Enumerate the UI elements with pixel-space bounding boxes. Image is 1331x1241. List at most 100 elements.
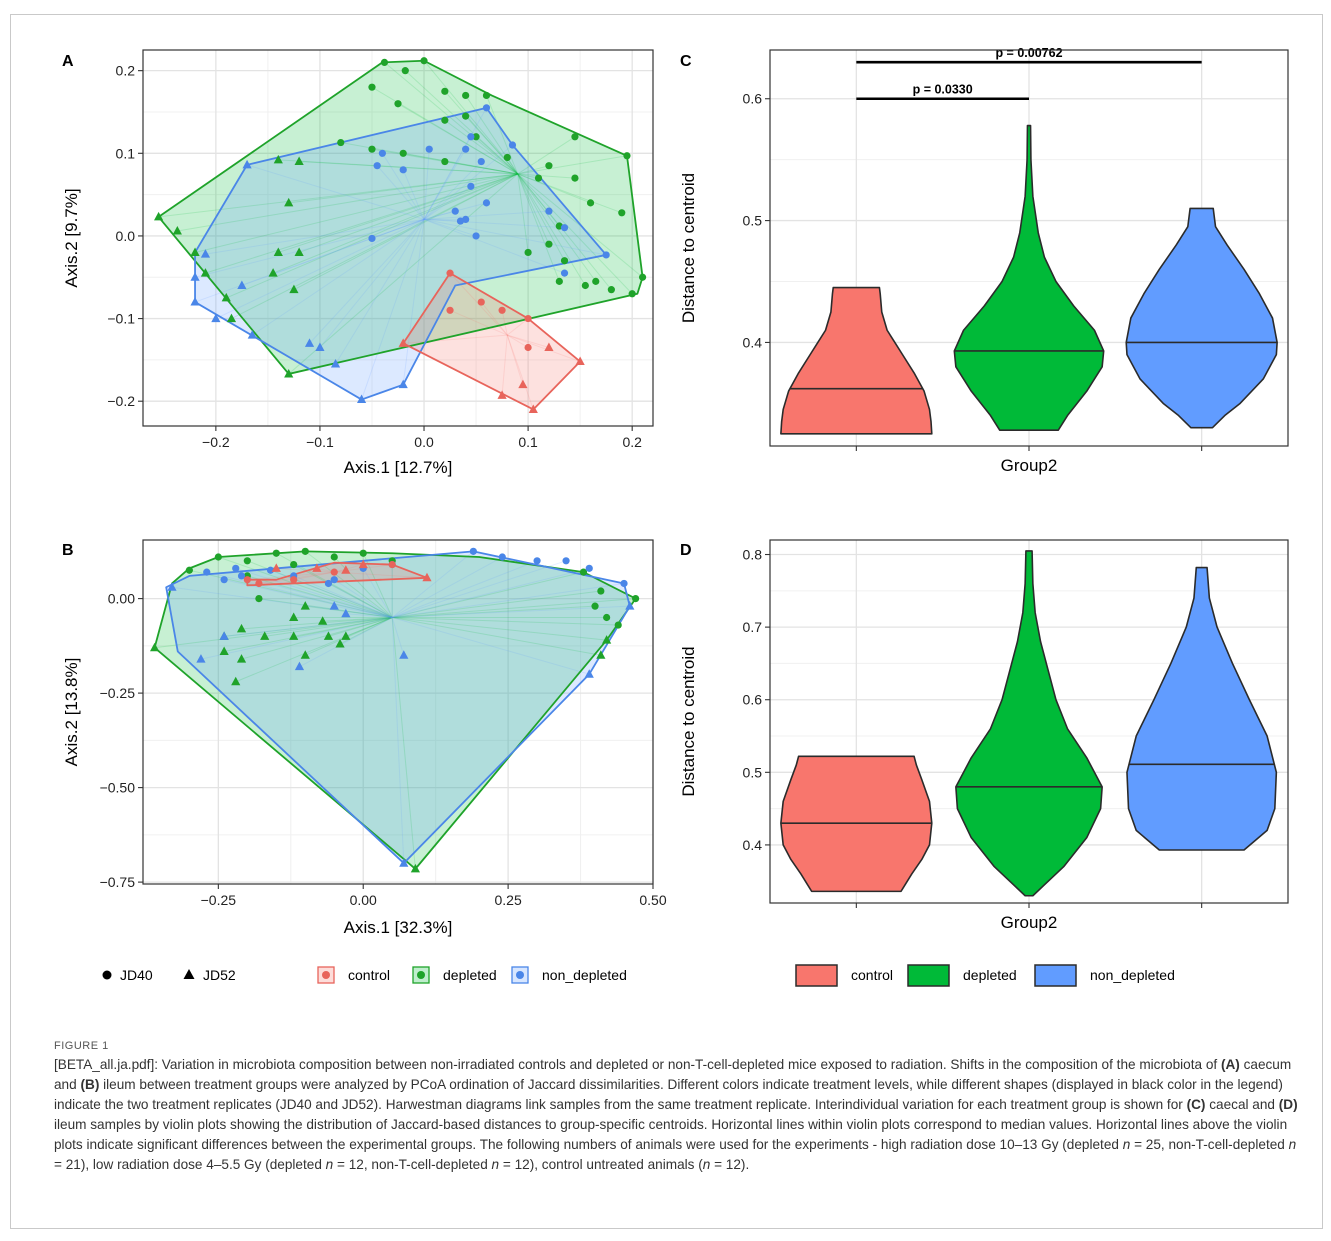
depleted-point-jd52 — [221, 292, 231, 302]
depleted-point-jd40 — [571, 133, 579, 141]
y-tick-label: 0.4 — [743, 334, 763, 350]
non_depleted-spider-line — [391, 617, 405, 864]
depleted-spider-line — [322, 616, 393, 622]
non_depleted-point-jd40 — [498, 553, 506, 561]
depleted-spider-line — [517, 173, 612, 290]
depleted-point-jd52 — [602, 635, 612, 644]
x-tick-label: −0.1 — [306, 434, 334, 450]
non_depleted-point-jd40 — [378, 149, 386, 157]
legend-label: non_depleted — [542, 967, 627, 983]
depleted-spider-line — [392, 605, 596, 618]
y-axis-label: Distance to centroid — [679, 173, 698, 323]
non_depleted-spider-line — [392, 567, 590, 618]
non_depleted-point-jd40 — [266, 566, 275, 574]
depleted-spider-line — [293, 173, 518, 291]
non_depleted-legend-swatch — [1034, 964, 1077, 987]
depleted-point-jd52 — [231, 676, 241, 686]
depleted-point-jd40 — [545, 162, 553, 170]
depleted-point-jd52 — [172, 225, 182, 235]
depleted-point-jd40 — [330, 553, 338, 561]
non_depleted-spider-line — [423, 210, 456, 220]
control-point-jd40 — [446, 306, 454, 314]
depleted-point-jd52 — [154, 211, 164, 221]
depleted-spider-line — [517, 173, 560, 227]
y-tick-label: 0.7 — [743, 619, 763, 635]
non_depleted-point-jd40 — [560, 269, 569, 277]
control-spider-line — [449, 309, 508, 336]
depleted-point-jd40 — [571, 174, 579, 182]
depleted-point-jd52 — [273, 154, 283, 164]
depleted-spider-line — [218, 556, 393, 618]
control-point-jd40 — [446, 269, 454, 277]
caption-part: (D) — [1278, 1097, 1298, 1112]
depleted-spider-line — [404, 70, 519, 175]
depleted-point-jd52 — [596, 650, 606, 659]
y-tick-label: −0.25 — [100, 685, 136, 701]
control-violin — [780, 286, 933, 435]
depleted-spider-line — [392, 590, 601, 618]
plot-border — [142, 49, 654, 427]
x-tick-label: 0.50 — [639, 892, 666, 908]
non_depleted-spider-line — [319, 219, 425, 348]
legend-label: control — [851, 967, 893, 983]
depleted-point-jd52 — [289, 612, 299, 621]
depleted-violin — [953, 124, 1105, 431]
depleted-spider-line — [517, 173, 529, 253]
non_depleted-point-jd40 — [545, 207, 553, 215]
non_depleted-hull-fill — [166, 551, 630, 864]
legend-label: JD52 — [203, 967, 236, 983]
non_depleted-point-jd52 — [247, 330, 257, 339]
depleted-spider-line — [444, 119, 518, 175]
depleted-hull-fill — [154, 551, 636, 869]
control-spider-line — [507, 334, 529, 348]
depleted-spider-line — [258, 598, 393, 618]
depleted-point-jd40 — [462, 112, 470, 120]
non_depleted-spider-line — [402, 169, 425, 220]
non_depleted-spider-line — [206, 571, 393, 618]
non_depleted-point-jd52 — [242, 159, 252, 169]
non_depleted-point-jd40 — [399, 166, 407, 174]
non_depleted-spider-line — [392, 560, 567, 618]
panel-b: B −0.25 0.00 0.25 0.50 0.00 −0.25 −0.50 −0.75 Axi… — [62, 539, 667, 937]
depleted-spider-line — [517, 173, 560, 282]
depleted-point-jd40 — [482, 91, 491, 100]
y-tick-label: 0.6 — [743, 91, 763, 107]
control-point-jd40 — [330, 568, 338, 576]
depleted-point-jd40 — [441, 87, 449, 95]
non_depleted-spider-line — [392, 605, 630, 618]
figure-canvas: A −0.2 −0.1 0.0 0.1 0.2 −0.2 −0.1 0.0 0.1 0.2 Axis.… — [62, 46, 1289, 987]
depleted-spider-line — [517, 173, 622, 214]
panel-d: D 0.4 0.5 0.6 0.7 0.8 Group2 Distance to centro… — [679, 539, 1289, 932]
depleted-point-jd40 — [579, 568, 588, 576]
depleted-point-jd40 — [607, 286, 615, 294]
x-axis-label: Axis.1 [32.3%] — [344, 918, 453, 937]
depleted-point-jd52 — [294, 247, 304, 256]
control-point-jd40 — [477, 298, 485, 306]
depleted-spider-line — [235, 617, 393, 683]
depleted-point-jd40 — [394, 100, 402, 108]
non_depleted-point-jd40 — [472, 232, 480, 240]
non_depleted-point-jd52 — [167, 582, 177, 591]
depleted-point-jd40 — [628, 290, 636, 298]
depleted-point-jd40 — [368, 83, 376, 91]
caption-text: [BETA_all.ja.pdf]: Variation in microbio… — [54, 1055, 1304, 1175]
depleted-spider-line — [392, 616, 619, 626]
non_depleted-spider-line — [402, 219, 425, 385]
legend-jd40-circle-icon — [102, 970, 112, 980]
depleted-point-jd52 — [300, 650, 310, 659]
depleted-point-jd52 — [273, 247, 283, 256]
depleted-spider-line — [241, 616, 393, 630]
non_depleted-violin — [1125, 207, 1278, 429]
depleted-point-jd52 — [268, 268, 278, 277]
legend-label: JD40 — [120, 967, 153, 983]
non_depleted-violin — [1126, 566, 1278, 851]
depleted-point-jd52 — [289, 284, 299, 294]
panel-label: D — [680, 542, 692, 559]
depleted-point-jd52 — [284, 368, 294, 378]
depleted-point-jd40 — [591, 602, 599, 610]
non_depleted-spider-line — [423, 107, 487, 220]
depleted-spider-line — [475, 136, 519, 175]
non_depleted-spider-line — [194, 218, 425, 303]
non_depleted-legend-point — [516, 971, 524, 979]
depleted-point-jd52 — [318, 616, 328, 625]
